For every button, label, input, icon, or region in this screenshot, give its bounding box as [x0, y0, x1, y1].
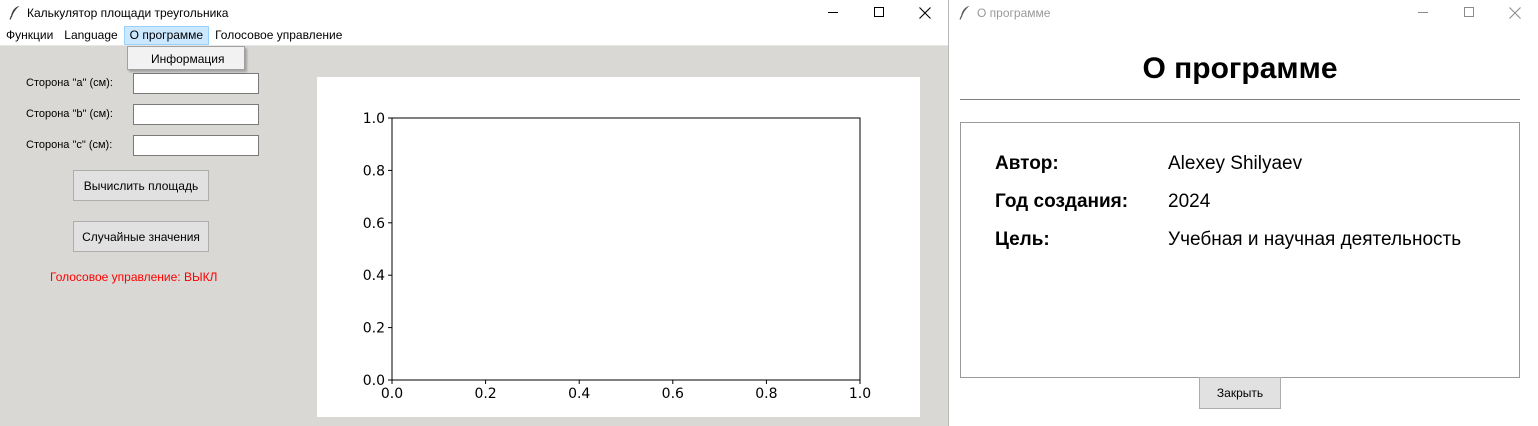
x-tick-label: 0.4 [568, 386, 590, 402]
about-info-panel: Автор: Alexey Shilyaev Год создания: 202… [960, 122, 1520, 378]
year-row: Год создания: 2024 [995, 189, 1210, 215]
feather-icon [957, 5, 973, 21]
close-button[interactable] [902, 0, 948, 25]
year-label: Год создания: [995, 191, 1129, 212]
about-titlebar[interactable]: О программе [950, 0, 1538, 25]
menubar: Функции Language О программе Голосовое у… [0, 25, 948, 46]
side-a-input[interactable] [133, 73, 259, 94]
side-c-input[interactable] [133, 135, 259, 156]
x-tick-label: 1.0 [849, 386, 871, 402]
y-tick-label: 1.0 [363, 111, 385, 127]
divider [960, 99, 1520, 100]
y-tick-label: 0.6 [363, 216, 385, 232]
plot-canvas: 0.0 0.2 0.4 0.6 0.8 1.0 0.0 0.2 0.4 0.6 0.8 1.0 [317, 77, 920, 417]
main-window: Калькулятор площади треугольника Функции… [0, 0, 949, 426]
author-value: Alexey Shilyaev [1168, 153, 1303, 174]
side-b-label: Сторона "b" (см): [26, 108, 113, 120]
random-values-button[interactable]: Случайные значения [73, 221, 209, 252]
minimize-icon [1417, 12, 1428, 13]
minimize-button[interactable] [810, 0, 856, 25]
y-tick-label: 0.2 [363, 321, 385, 337]
menu-functions[interactable]: Функции [6, 28, 54, 42]
maximize-icon [1463, 7, 1474, 17]
side-b-input[interactable] [133, 104, 259, 125]
calculate-area-button[interactable]: Вычислить площадь [73, 170, 209, 201]
maximize-icon [873, 7, 884, 17]
close-about-button[interactable]: Закрыть [1199, 377, 1281, 409]
close-icon [1509, 6, 1521, 19]
chart: 0.0 0.2 0.4 0.6 0.8 1.0 0.0 0.2 0.4 0.6 0.8 1.0 [363, 111, 871, 402]
author-label: Автор: [995, 153, 1059, 174]
plot-axes-frame [391, 117, 861, 381]
menu-about[interactable]: О программе [123, 25, 210, 45]
y-tick-label: 0.8 [363, 163, 385, 179]
about-maximize-button[interactable] [1446, 0, 1492, 25]
minimize-icon [827, 12, 838, 13]
purpose-row: Цель: Учебная и научная деятельность [995, 227, 1461, 253]
author-row: Автор: Alexey Shilyaev [995, 151, 1302, 177]
about-minimize-button[interactable] [1400, 0, 1446, 25]
close-icon [919, 6, 931, 19]
side-a-label: Сторона "a" (см): [26, 77, 113, 89]
feather-icon [7, 5, 23, 21]
voice-status-label: Голосовое управление: ВЫКЛ [50, 270, 218, 284]
window-title: Калькулятор площади треугольника [27, 5, 229, 20]
menu-voice-control[interactable]: Голосовое управление [215, 28, 343, 42]
about-window-title: О программе [977, 5, 1051, 20]
purpose-label: Цель: [995, 229, 1050, 250]
menu-item-information[interactable]: Информация [151, 51, 225, 66]
about-heading: О программе [1142, 52, 1338, 85]
y-tick-label: 0.4 [363, 268, 385, 284]
side-c-label: Сторона "c" (см): [26, 139, 113, 151]
maximize-button[interactable] [856, 0, 902, 25]
year-value: 2024 [1168, 191, 1211, 212]
purpose-value: Учебная и научная деятельность [1168, 229, 1462, 250]
x-tick-label: 0.6 [662, 386, 684, 402]
x-tick-label: 0.2 [474, 386, 496, 402]
about-window: О программе О программе Автор: Alexey Sh… [950, 0, 1538, 426]
main-titlebar[interactable]: Калькулятор площади треугольника [0, 0, 948, 25]
x-tick-label: 0.0 [381, 386, 403, 402]
x-tick-label: 0.8 [755, 386, 777, 402]
about-dropdown-menu: Информация [127, 46, 245, 70]
menu-language[interactable]: Language [64, 28, 118, 42]
window-controls [810, 0, 948, 25]
y-tick-label: 0.0 [363, 373, 385, 389]
about-window-controls [1400, 0, 1538, 25]
about-close-button[interactable] [1492, 0, 1538, 25]
